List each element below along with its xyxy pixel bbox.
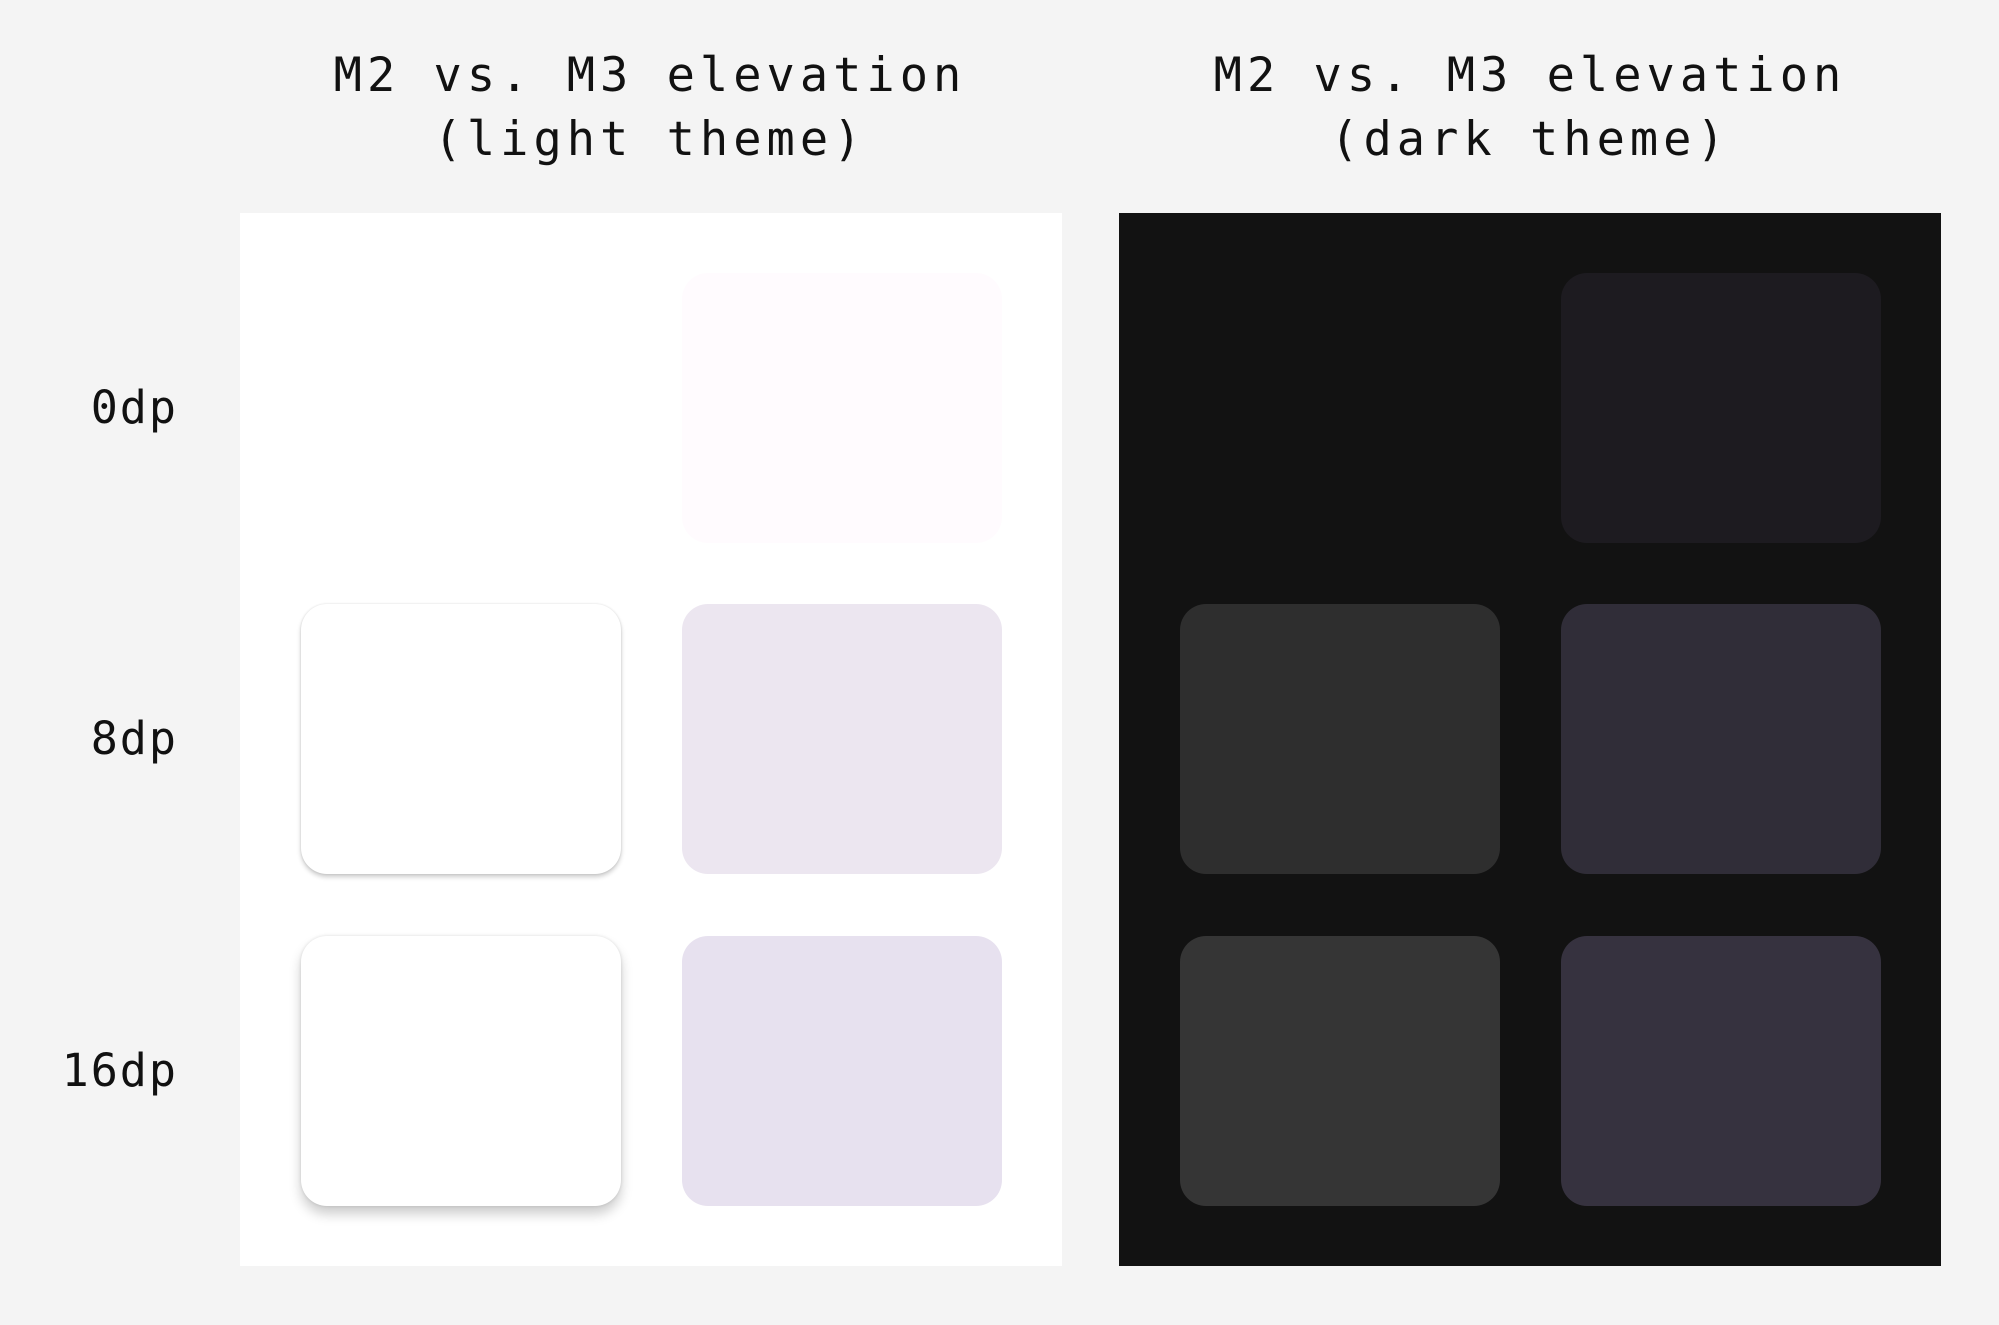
light-m3-0dp-card [682, 273, 1002, 543]
dark-m2-16dp-card [1180, 936, 1500, 1206]
light-m3-16dp-card [682, 936, 1002, 1206]
dark-title-line2: (dark theme) [1330, 112, 1730, 167]
dark-m3-16dp-card [1561, 936, 1881, 1206]
dark-theme-panel [1119, 213, 1941, 1266]
row-label-0dp: 0dp [90, 381, 178, 434]
dark-m2-8dp-card [1180, 604, 1500, 874]
light-title-line1: M2 vs. M3 elevation [333, 48, 967, 103]
row-label-8dp: 8dp [90, 712, 178, 765]
light-m2-16dp-card [301, 936, 621, 1206]
light-m3-8dp-card [682, 604, 1002, 874]
dark-m3-8dp-card [1561, 604, 1881, 874]
light-m2-8dp-card [301, 604, 621, 874]
row-label-16dp: 16dp [61, 1044, 178, 1097]
dark-theme-title: M2 vs. M3 elevation (dark theme) [1180, 44, 1880, 172]
light-theme-panel [240, 213, 1062, 1266]
dark-title-line1: M2 vs. M3 elevation [1213, 48, 1847, 103]
light-theme-title: M2 vs. M3 elevation (light theme) [300, 44, 1000, 172]
light-title-line2: (light theme) [433, 112, 867, 167]
dark-m3-0dp-card [1561, 273, 1881, 543]
